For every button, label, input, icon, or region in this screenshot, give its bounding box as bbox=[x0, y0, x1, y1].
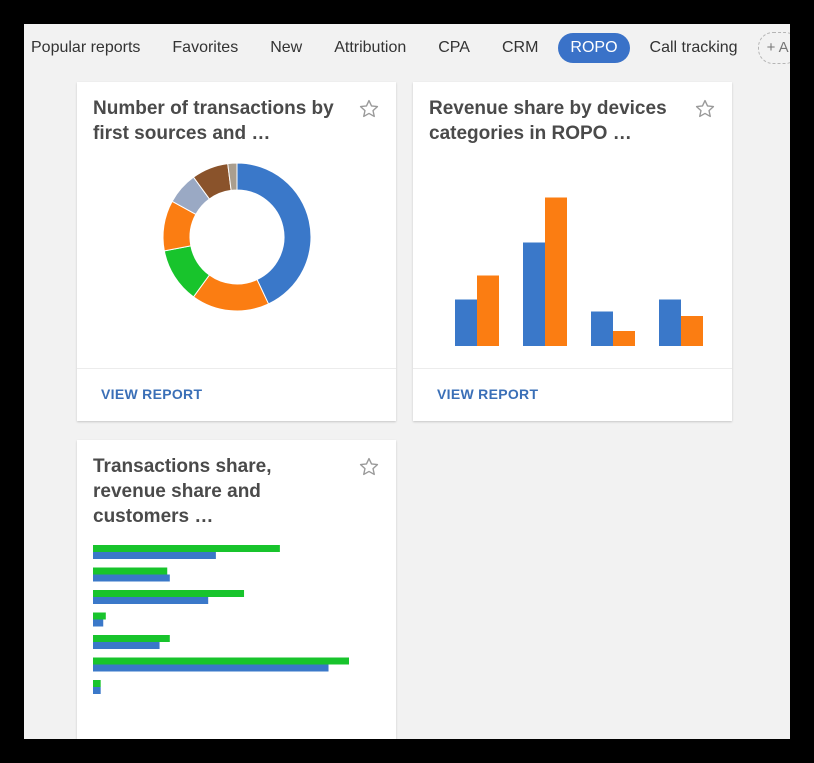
view-report-link[interactable]: VIEW REPORT bbox=[101, 386, 203, 402]
column-bar bbox=[591, 311, 613, 346]
column-bar bbox=[523, 242, 545, 346]
horizontal-bar bbox=[93, 619, 104, 627]
star-outline-icon[interactable] bbox=[694, 98, 716, 120]
add-tab-button[interactable]: + A bbox=[757, 32, 790, 64]
donut-chart bbox=[162, 162, 312, 312]
column-bar bbox=[659, 299, 681, 346]
column-chart bbox=[455, 197, 703, 346]
report-card-transactions-by-sources[interactable]: Number of transactions by first sources … bbox=[77, 82, 396, 421]
horizontal-bar bbox=[93, 574, 170, 582]
card-footer: VIEW REPORT bbox=[77, 368, 396, 421]
card-title: Number of transactions by first sources … bbox=[93, 98, 334, 144]
tab-new[interactable]: New bbox=[270, 39, 303, 56]
report-card-transactions-revenue-customers[interactable]: Transactions share, revenue share and cu… bbox=[77, 440, 396, 739]
horizontal-bar bbox=[93, 657, 349, 665]
column-bar bbox=[613, 331, 635, 346]
column-bar bbox=[455, 299, 477, 346]
horizontal-bar bbox=[93, 597, 209, 604]
tab-cpa[interactable]: CPA bbox=[438, 39, 470, 56]
horizontal-bar bbox=[93, 567, 168, 575]
view-report-link[interactable]: VIEW REPORT bbox=[437, 386, 539, 402]
horizontal-bar bbox=[93, 642, 160, 649]
card-title: Revenue share by devices categories in R… bbox=[429, 98, 667, 144]
tab-ropo[interactable]: ROPO bbox=[558, 33, 630, 63]
horizontal-bar bbox=[93, 545, 280, 552]
horizontal-bar bbox=[93, 590, 245, 597]
horizontal-bar bbox=[93, 687, 101, 694]
card-footer: VIEW REPORT bbox=[413, 368, 732, 421]
tab-crm[interactable]: CRM bbox=[501, 39, 539, 56]
tab-favorites[interactable]: Favorites bbox=[172, 39, 239, 56]
report-card-revenue-share-devices[interactable]: Revenue share by devices categories in R… bbox=[413, 82, 732, 421]
horizontal-bar bbox=[93, 680, 101, 687]
tab-popular-reports[interactable]: Popular reports bbox=[31, 39, 141, 56]
horizontal-bar bbox=[93, 552, 216, 559]
column-bar bbox=[681, 316, 703, 346]
tab-call-tracking[interactable]: Call tracking bbox=[649, 39, 738, 56]
horizontal-bar bbox=[93, 635, 170, 642]
horizontal-bar bbox=[93, 612, 106, 620]
donut-slice bbox=[236, 162, 312, 305]
app-window: Popular reports Favorites New Attributio… bbox=[24, 24, 790, 739]
donut-slice bbox=[227, 162, 238, 191]
card-title: Transactions share, revenue share and cu… bbox=[93, 456, 272, 527]
horizontal-bar bbox=[93, 664, 329, 672]
tab-attribution[interactable]: Attribution bbox=[334, 39, 407, 56]
star-outline-icon[interactable] bbox=[358, 98, 380, 120]
column-bar bbox=[477, 275, 499, 346]
column-bar bbox=[545, 197, 567, 346]
star-outline-icon[interactable] bbox=[358, 456, 380, 478]
report-category-tabs: Popular reports Favorites New Attributio… bbox=[24, 24, 790, 72]
horizontal-bar-chart bbox=[93, 545, 349, 694]
